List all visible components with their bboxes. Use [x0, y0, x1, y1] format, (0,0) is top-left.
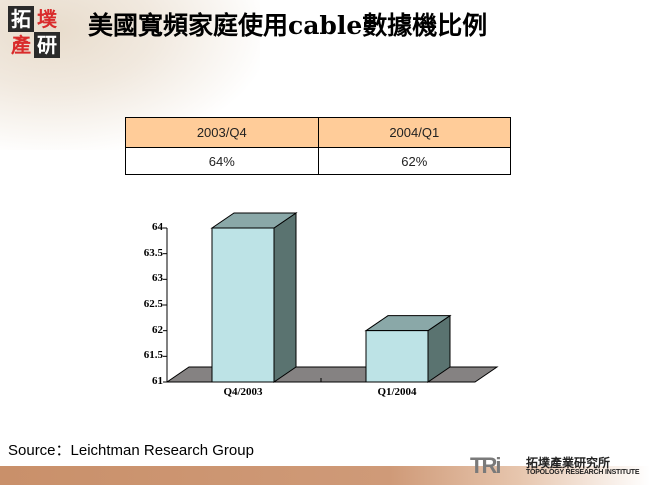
tri-name-english: TOPOLOGY RESEARCH INSTITUTE: [526, 469, 640, 476]
slide-title: 美國寬頻家庭使用cable數據機比例: [88, 11, 488, 40]
x-category-label: Q4/2003: [223, 386, 263, 398]
footer-band: [0, 466, 650, 485]
logo-char: 墣: [37, 7, 57, 31]
table-cell: 64%: [125, 147, 319, 175]
bar-chart: 64 63.5 63 62.5 62 61.5 61 Q4/2003 Q1/2004: [143, 212, 499, 398]
y-tick-label: 61.5: [143, 349, 163, 362]
table-cell: 62%: [317, 147, 511, 175]
table-row: 64% 62%: [125, 147, 511, 175]
table-header-cell: 2004/Q1: [317, 117, 511, 148]
topology-logo: 拓 墣 產 研: [8, 6, 60, 58]
source-note: Source：Leichtman Research Group: [8, 442, 254, 459]
y-tick-label: 61: [152, 375, 163, 387]
bar-front: [211, 227, 275, 383]
table-header-row: 2003/Q4 2004/Q1: [125, 117, 511, 148]
tri-logo-mark: TRi: [470, 453, 501, 478]
y-tick-label: 63: [152, 272, 163, 285]
logo-char: 研: [34, 32, 60, 58]
x-category-label: Q1/2004: [377, 386, 417, 398]
tri-name-chinese: 拓墣產業研究所: [526, 456, 611, 470]
logo-char: 拓: [8, 6, 34, 32]
y-tick-label: 62.5: [143, 298, 163, 310]
table-header-cell: 2003/Q4: [125, 117, 319, 148]
logo-char: 產: [11, 33, 31, 57]
tri-brand: TRi 拓墣產業研究所 TOPOLOGY RESEARCH INSTITUTE: [470, 453, 650, 481]
bar-front: [365, 330, 429, 383]
bar-side: [273, 212, 297, 383]
y-tick-label: 62: [152, 323, 163, 336]
chart-canvas: [163, 212, 499, 383]
y-tick-label: 64: [152, 221, 163, 233]
y-tick-label: 63.5: [143, 246, 163, 259]
data-table: 2003/Q4 2004/Q1 64% 62%: [125, 117, 511, 175]
